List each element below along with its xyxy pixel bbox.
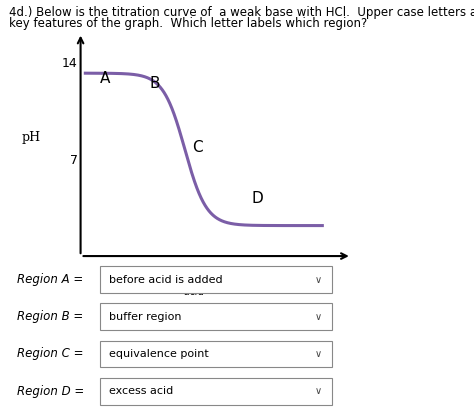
Text: 4d.) Below is the titration curve of  a weak base with HCl.  Upper case letters : 4d.) Below is the titration curve of a w… xyxy=(9,6,474,19)
Text: $V_{acid}$: $V_{acid}$ xyxy=(174,282,206,298)
Text: Region A =: Region A = xyxy=(17,273,83,286)
Text: buffer region: buffer region xyxy=(109,312,182,322)
Text: C: C xyxy=(192,140,202,155)
Text: before acid is added: before acid is added xyxy=(109,275,223,285)
Text: ∨: ∨ xyxy=(315,275,322,285)
Text: Region D =: Region D = xyxy=(17,385,84,398)
Text: ∨: ∨ xyxy=(315,386,322,396)
Text: Region B =: Region B = xyxy=(17,310,83,323)
Text: D: D xyxy=(251,191,263,206)
Text: B: B xyxy=(149,76,160,91)
Text: key features of the graph.  Which letter labels which region?: key features of the graph. Which letter … xyxy=(9,17,368,30)
Text: ∨: ∨ xyxy=(315,312,322,322)
Text: pH: pH xyxy=(21,131,41,145)
Text: Region C =: Region C = xyxy=(17,347,83,361)
Text: equivalence point: equivalence point xyxy=(109,349,209,359)
Text: A: A xyxy=(100,71,110,86)
Text: excess acid: excess acid xyxy=(109,386,173,396)
Text: ∨: ∨ xyxy=(315,349,322,359)
